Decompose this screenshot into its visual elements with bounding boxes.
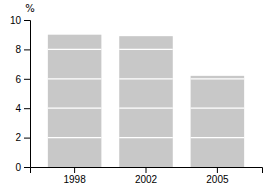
bar-segment-line	[119, 108, 173, 109]
y-axis-label: %	[25, 3, 35, 14]
tick-mark	[24, 49, 30, 50]
bar-segment-line	[191, 108, 245, 109]
tick: 1998	[63, 167, 86, 185]
tick-mark	[24, 138, 30, 139]
tick-label: 2002	[135, 174, 158, 185]
bar	[119, 36, 173, 167]
bars	[48, 35, 244, 167]
bar-segment-line	[48, 49, 102, 50]
bar	[48, 35, 102, 167]
tick: 8	[15, 44, 30, 55]
tick-mark	[24, 108, 30, 109]
tick-mark	[74, 167, 75, 173]
y-axis: 0 2 4 6 8 10	[10, 15, 31, 173]
axis-line	[24, 21, 31, 168]
tick-label: 2005	[206, 174, 229, 185]
tick: 6	[15, 74, 30, 85]
tick-label: 10	[10, 15, 22, 26]
tick: 2005	[206, 167, 229, 185]
plot: 1998 2002 2005 0 2 4 6 8 10	[10, 15, 263, 185]
tick-label: 6	[15, 74, 21, 85]
tick: 0	[15, 162, 30, 173]
tick-label: 8	[15, 44, 21, 55]
tick-mark	[217, 167, 218, 173]
bar-segment-line	[48, 108, 102, 109]
bar-segment-line	[119, 78, 173, 79]
tick-label: 4	[15, 103, 21, 114]
bar-segment-line	[48, 137, 102, 138]
bar-segment-line	[119, 137, 173, 138]
bar-segment-line	[119, 49, 173, 50]
tick-label: 2	[15, 132, 21, 143]
tick: 2	[15, 132, 30, 143]
tick-mark	[24, 79, 30, 80]
bar-segment-line	[191, 137, 245, 138]
bar-segment-line	[191, 78, 245, 79]
axis-line	[31, 168, 263, 174]
tick-mark	[24, 167, 30, 168]
tick: 4	[15, 103, 30, 114]
tick-label: 1998	[63, 174, 86, 185]
bar	[191, 76, 245, 167]
tick-label: 0	[15, 162, 21, 173]
tick-mark	[146, 167, 147, 173]
chart: 1998 2002 2005 0 2 4 6 8 10%	[0, 0, 272, 189]
bar-segment-line	[48, 78, 102, 79]
tick: 2002	[135, 167, 158, 185]
tick: 10	[10, 15, 30, 26]
x-axis: 1998 2002 2005	[31, 167, 263, 185]
tick-mark	[24, 20, 30, 21]
